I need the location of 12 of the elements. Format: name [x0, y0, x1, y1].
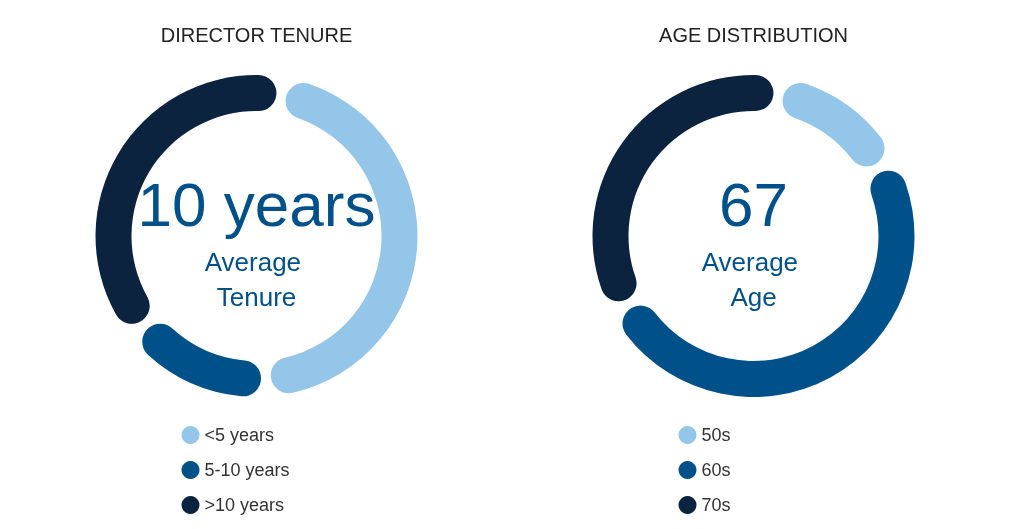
- legend-label: 5-10 years: [204, 460, 290, 480]
- text: 10 years: [137, 169, 376, 239]
- text: 67: [719, 169, 788, 239]
- legend-label: <5 years: [204, 425, 275, 445]
- legend-label: 70s: [701, 495, 731, 515]
- chart-title: DIRECTOR TENURE: [160, 24, 353, 46]
- legend-label: 50s: [701, 425, 731, 445]
- text: Average Age: [701, 246, 806, 312]
- text: Average Tenure: [204, 246, 309, 312]
- legend-label: 60s: [701, 460, 731, 480]
- legend-label: >10 years: [204, 495, 285, 515]
- chart-title: AGE DISTRIBUTION: [659, 24, 848, 46]
